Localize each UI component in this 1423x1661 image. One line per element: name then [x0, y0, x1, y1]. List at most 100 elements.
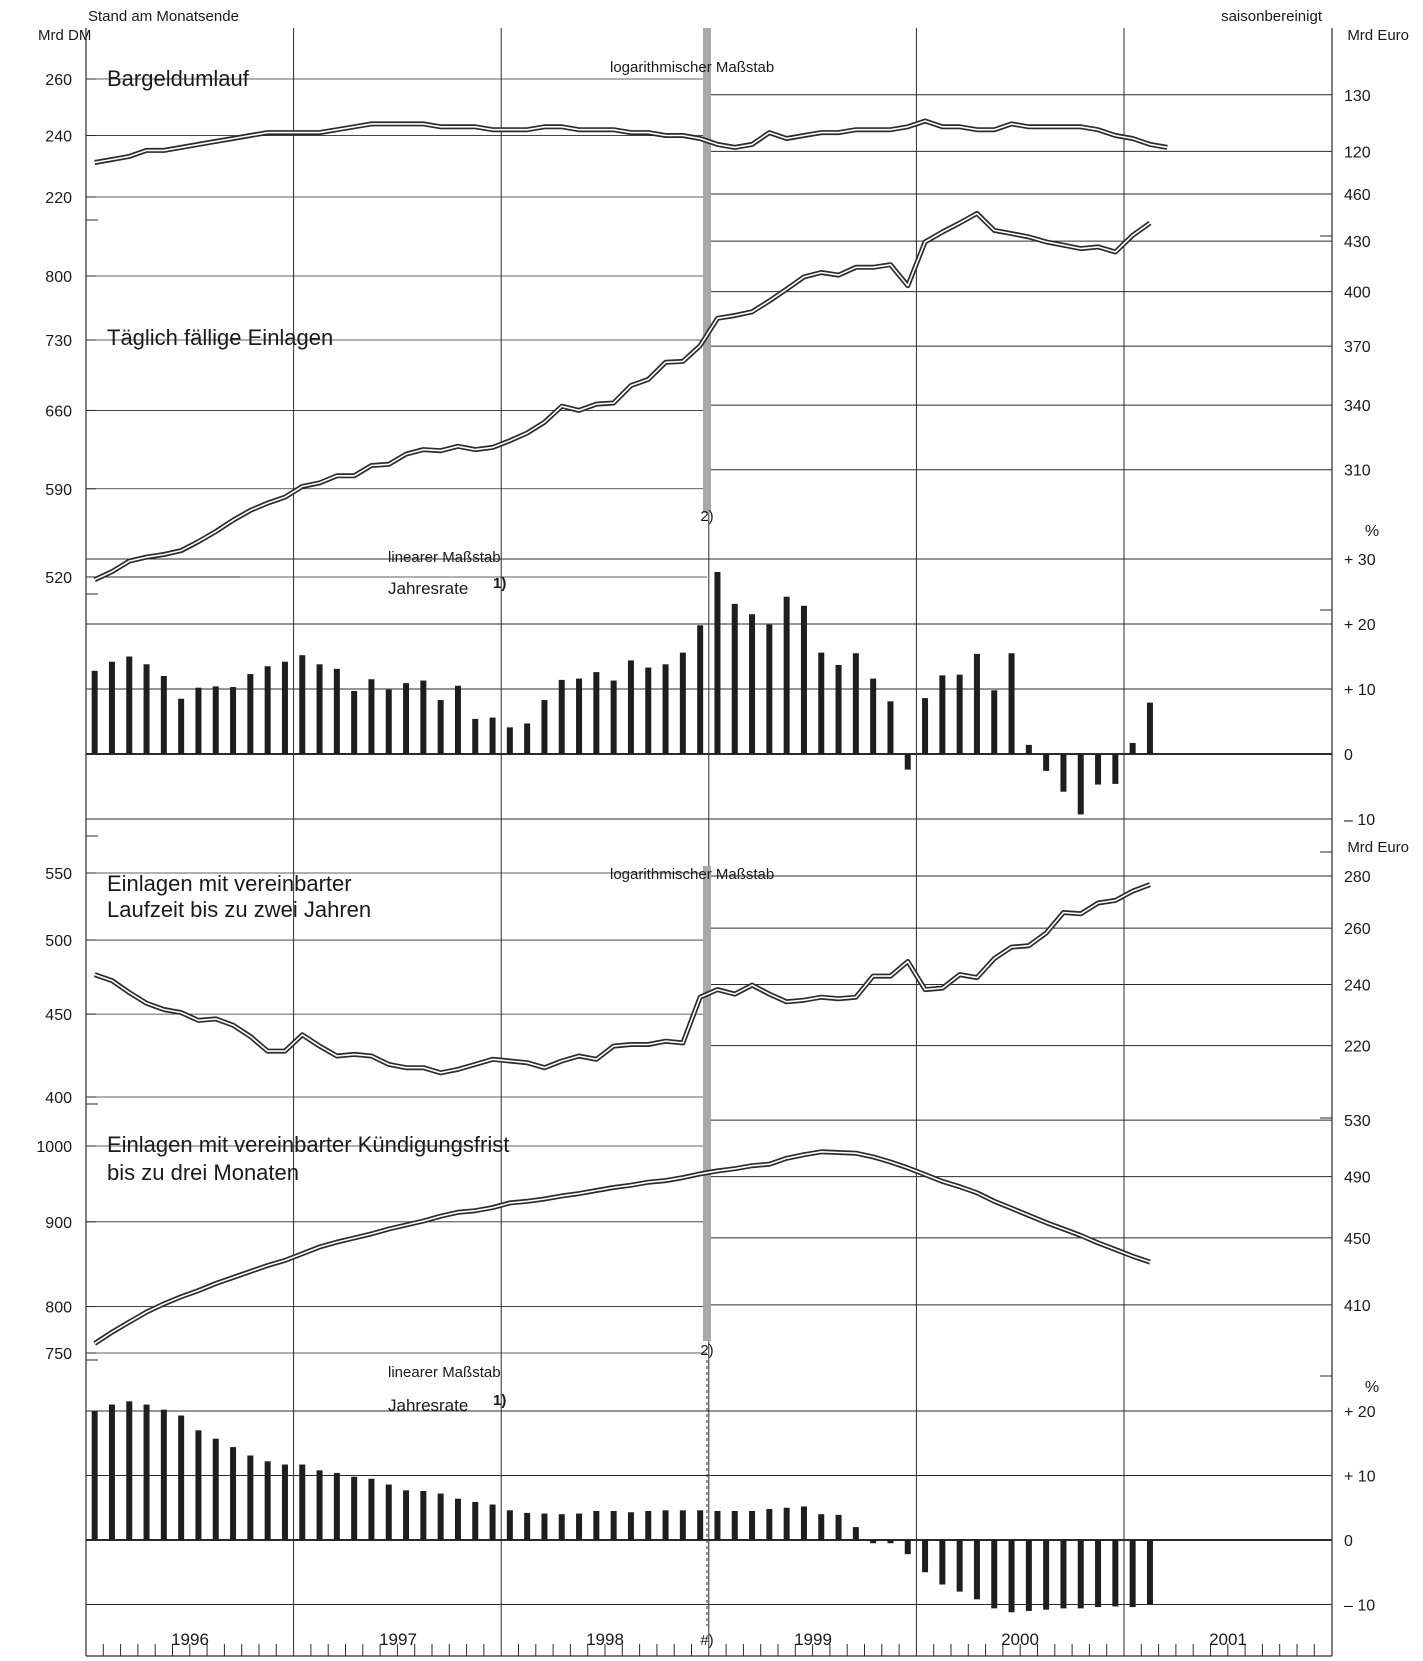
time-deposits-right-tick-label: 240: [1344, 977, 1371, 994]
overnight-growth-bar: [714, 572, 721, 754]
savings-growth-bar: [610, 1510, 617, 1540]
structural-break-bar: [703, 28, 711, 1341]
overnight-right-tick-label: 370: [1344, 339, 1371, 356]
overnight-growth-bar: [1112, 754, 1119, 784]
overnight-growth-bar: [783, 596, 790, 754]
annual-rate-footnote-bottom: 1): [493, 1392, 506, 1409]
overnight-left-tick-label: 660: [45, 403, 72, 420]
header-left-note: Stand am Monatsende: [88, 8, 239, 25]
overnight-growth-bar: [472, 718, 479, 754]
savings-growth-bar: [178, 1415, 185, 1540]
overnight-growth-bar: [212, 686, 219, 754]
savings-growth-bar: [143, 1404, 150, 1540]
savings-growth-bar: [437, 1493, 444, 1540]
savings-growth-bar: [697, 1510, 704, 1540]
break-marker-top: 2): [700, 508, 713, 525]
overnight-growth-bar: [299, 655, 306, 754]
time-deposits-right-tick-label: 260: [1344, 921, 1371, 938]
panel-title-time-deposits-line2: Laufzeit bis zu zwei Jahren: [107, 897, 371, 922]
savings-growth-bar: [800, 1506, 807, 1540]
log-scale-note-top: logarithmischer Maßstab: [610, 59, 774, 76]
overnight-growth-bar: [230, 687, 237, 754]
savings-growth-bar: [870, 1540, 877, 1544]
savings-growth-bar: [1146, 1540, 1153, 1605]
savings-growth-unit-label: %: [1365, 1379, 1379, 1396]
overnight-growth-bar: [679, 652, 686, 754]
overnight-growth-bar: [870, 678, 877, 754]
overnight-line-inner: [94, 212, 1151, 581]
savings-growth-tick-label: + 20: [1344, 1404, 1376, 1421]
overnight-growth-bar: [576, 678, 583, 754]
savings-growth-bar: [506, 1510, 513, 1540]
currency-left-tick-label: 260: [45, 72, 72, 89]
grid-lines: [86, 28, 1332, 1656]
savings-growth-bar: [160, 1409, 167, 1540]
panel-title-savings-line1: Einlagen mit vereinbarter Kündigungsfris…: [107, 1132, 509, 1157]
overnight-growth-bar: [1043, 754, 1050, 771]
left-unit-label: Mrd DM: [38, 27, 91, 44]
overnight-growth-bar: [1060, 754, 1067, 792]
time-deposits-left-tick-label: 400: [45, 1090, 72, 1107]
overnight-growth-bar: [835, 664, 842, 754]
series-layer: [91, 118, 1168, 1613]
overnight-left-tick-label: 590: [45, 482, 72, 499]
savings-growth-tick-label: + 10: [1344, 1469, 1376, 1486]
time-deposits-left-tick-label: 550: [45, 866, 72, 883]
savings-growth-bar: [524, 1512, 531, 1540]
currency-left-tick-label: 240: [45, 129, 72, 146]
savings-growth-bar: [749, 1510, 756, 1540]
overnight-right-tick-label: 430: [1344, 234, 1371, 251]
break-marker-bottom: 2): [700, 1342, 713, 1359]
axis-labels: 220 240 260 120 130 520 590 660 730 800 310 340 370 4…: [36, 72, 1379, 1615]
hash-marker: #): [700, 1632, 713, 1649]
overnight-right-tick-label: 400: [1344, 285, 1371, 302]
savings-growth-bar: [91, 1411, 98, 1540]
overnight-growth-bar: [731, 603, 738, 754]
savings-growth-bar: [1129, 1540, 1136, 1608]
year-label-1996: 1996: [171, 1630, 209, 1649]
overnight-right-tick-label: 310: [1344, 463, 1371, 480]
overnight-growth-bar: [973, 653, 980, 754]
overnight-growth-bar: [316, 664, 323, 754]
savings-growth-bar: [627, 1512, 634, 1540]
savings-growth-bar: [264, 1461, 271, 1540]
savings-growth-bar: [731, 1510, 738, 1540]
savings-right-tick-label: 410: [1344, 1298, 1371, 1315]
savings-growth-tick-label: – 10: [1344, 1598, 1375, 1615]
overnight-growth-bar: [195, 687, 202, 754]
overnight-growth-bar: [333, 668, 340, 754]
overnight-growth-bar: [1095, 754, 1102, 785]
savings-left-tick-label: 800: [45, 1300, 72, 1317]
overnight-growth-bar: [593, 672, 600, 754]
overnight-growth-bar: [351, 690, 358, 754]
time-deposits-right-tick-label: 280: [1344, 869, 1371, 886]
linear-scale-note-bottom: linearer Maßstab: [388, 1364, 501, 1381]
currency-left-tick-label: 220: [45, 190, 72, 207]
year-label-1998: 1998: [586, 1630, 624, 1649]
year-label-2000: 2000: [1001, 1630, 1039, 1649]
panel-title-time-deposits-line1: Einlagen mit vereinbarter: [107, 871, 352, 896]
overnight-growth-bar: [800, 605, 807, 754]
savings-left-tick-label: 750: [45, 1346, 72, 1363]
overnight-growth-bar: [766, 624, 773, 754]
savings-growth-bar: [783, 1507, 790, 1540]
savings-line-inner: [94, 1151, 1151, 1345]
overnight-growth-bar: [368, 679, 375, 754]
overnight-growth-bar: [1008, 653, 1015, 754]
savings-growth-bar: [1095, 1540, 1102, 1608]
currency-line-outer: [94, 118, 1168, 165]
overnight-growth-bar: [818, 652, 825, 754]
panel-title-currency: Bargeldumlauf: [107, 66, 250, 91]
savings-growth-bar: [904, 1540, 911, 1555]
overnight-growth-bar: [108, 661, 115, 754]
time-deposits-left-tick-label: 450: [45, 1007, 72, 1024]
overnight-growth-tick-label: + 10: [1344, 682, 1376, 699]
right-unit-label: Mrd Euro: [1347, 27, 1409, 44]
overnight-growth-bar: [887, 701, 894, 754]
overnight-growth-tick-label: 0: [1344, 747, 1353, 764]
panel-title-overnight-deposits: Täglich fällige Einlagen: [107, 325, 333, 350]
savings-growth-bar: [333, 1472, 340, 1540]
overnight-growth-bar: [610, 680, 617, 754]
savings-growth-bar: [662, 1510, 669, 1540]
savings-growth-bar: [351, 1476, 358, 1540]
